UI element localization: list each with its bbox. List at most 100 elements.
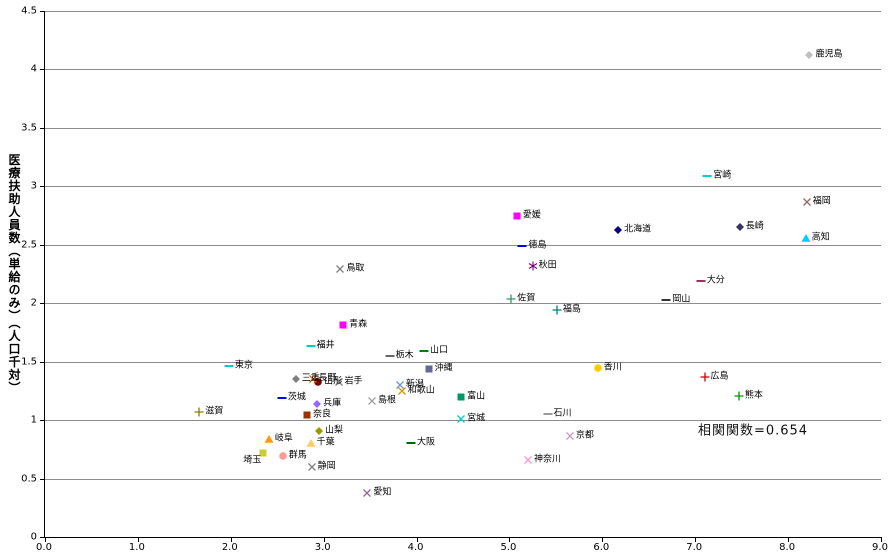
data-point-label-東京: 東京 xyxy=(234,360,253,371)
data-point-label-岡山: 岡山 xyxy=(672,294,691,305)
data-point-marker-佐賀 xyxy=(506,294,516,304)
x-tick-mark xyxy=(695,537,697,542)
x-tick-label: 7.0 xyxy=(686,542,703,553)
plot-area: 北海道 青森 岩手 宮城 秋田 山形 福島 茨城 栃木 群馬 埼玉 千葉 東京 神奈川 新潟 富山 石川 福井 山梨… xyxy=(40,11,882,542)
y-tick-mark xyxy=(40,127,45,129)
data-point-label-愛知: 愛知 xyxy=(373,487,392,498)
h-gridline xyxy=(45,478,881,480)
x-tick-label: 1.0 xyxy=(128,542,145,553)
data-point-label-長野: 長野 xyxy=(318,373,337,384)
data-point-label-徳島: 徳島 xyxy=(528,240,547,251)
data-point-marker-徳島 xyxy=(517,241,527,251)
data-point-marker-山形 xyxy=(313,377,323,387)
data-point-marker-愛媛 xyxy=(512,211,522,221)
data-point-marker-鹿児島 xyxy=(804,50,814,60)
data-point-marker-京都 xyxy=(565,431,575,441)
h-gridline xyxy=(45,11,881,12)
data-point-label-山梨: 山梨 xyxy=(325,425,344,436)
y-tick-label: 4.5 xyxy=(21,5,37,17)
data-point-label-鳥取: 鳥取 xyxy=(346,263,365,274)
data-point-label-新潟: 新潟 xyxy=(405,379,424,390)
data-point-marker-青森 xyxy=(338,320,348,330)
data-point-marker-宮崎 xyxy=(702,171,712,181)
data-point-label-高知: 高知 xyxy=(811,232,830,243)
y-tick-mark xyxy=(40,69,45,71)
x-tick-mark xyxy=(416,537,418,542)
data-point-label-埼玉: 埼玉 xyxy=(243,455,262,466)
data-point-marker-沖縄 xyxy=(424,364,434,374)
x-tick-label: 8.0 xyxy=(779,542,796,553)
data-point-marker-茨城 xyxy=(277,393,287,403)
data-point-marker-山梨 xyxy=(314,426,324,436)
data-point-marker-東京 xyxy=(224,361,234,371)
y-tick-label: 3.5 xyxy=(21,122,37,134)
x-tick-label: 4.0 xyxy=(407,542,424,553)
data-point-marker-長野 xyxy=(308,374,318,384)
data-point-marker-和歌山 xyxy=(397,386,407,396)
data-point-label-福井: 福井 xyxy=(316,340,335,351)
data-point-marker-熊本 xyxy=(734,391,744,401)
x-tick-mark xyxy=(230,537,232,542)
y-tick-label: 4 xyxy=(30,63,37,75)
y-tick-mark xyxy=(40,361,45,363)
data-point-label-福岡: 福岡 xyxy=(812,196,831,207)
x-tick-label: 6.0 xyxy=(593,542,610,553)
data-point-label-石川: 石川 xyxy=(553,408,572,419)
y-tick-label: 3 xyxy=(30,180,37,192)
data-point-label-沖縄: 沖縄 xyxy=(434,363,453,374)
data-point-label-佐賀: 佐賀 xyxy=(517,293,536,304)
x-tick-label: 2.0 xyxy=(221,542,238,553)
data-point-label-鹿児島: 鹿児島 xyxy=(815,49,843,60)
data-point-marker-秋田 xyxy=(528,261,538,271)
data-point-marker-奈良 xyxy=(302,410,312,420)
data-point-label-北海道: 北海道 xyxy=(624,224,652,235)
data-point-label-群馬: 群馬 xyxy=(288,450,307,461)
data-point-label-広島: 広島 xyxy=(710,371,729,382)
data-point-label-滋賀: 滋賀 xyxy=(205,406,224,417)
data-point-label-熊本: 熊本 xyxy=(744,390,763,401)
y-tick-mark xyxy=(40,420,45,422)
data-point-marker-北海道 xyxy=(613,225,623,235)
x-tick-label: 3.0 xyxy=(314,542,331,553)
x-tick-mark xyxy=(137,537,139,542)
data-point-marker-長崎 xyxy=(735,222,745,232)
y-tick-label: 1.5 xyxy=(21,356,37,368)
data-point-marker-愛知 xyxy=(362,488,372,498)
data-point-marker-静岡 xyxy=(307,462,317,472)
y-tick-label: 2.5 xyxy=(21,239,37,251)
data-point-label-長崎: 長崎 xyxy=(745,221,764,232)
x-tick-label: 0.0 xyxy=(36,542,52,553)
data-point-marker-石川 xyxy=(543,409,553,419)
h-gridline xyxy=(45,186,881,188)
data-point-marker-岩手 xyxy=(334,377,344,387)
y-tick-label: 0 xyxy=(30,531,37,543)
data-point-marker-福島 xyxy=(552,305,562,315)
data-point-marker-大阪 xyxy=(406,438,416,448)
data-point-marker-新潟 xyxy=(395,380,405,390)
data-point-marker-島根 xyxy=(367,396,377,406)
h-gridline xyxy=(45,361,881,363)
data-point-label-和歌山: 和歌山 xyxy=(407,385,435,396)
data-point-label-千葉: 千葉 xyxy=(316,437,335,448)
data-point-label-三重: 三重 xyxy=(301,373,320,384)
correlation-annotation: 相関関数=0.654 xyxy=(697,423,809,439)
data-point-label-宮崎: 宮崎 xyxy=(713,170,732,181)
data-point-label-神奈川: 神奈川 xyxy=(534,454,562,465)
data-point-marker-宮城 xyxy=(456,414,466,424)
data-point-label-岐阜: 岐阜 xyxy=(274,433,293,444)
data-point-label-大分: 大分 xyxy=(706,275,725,286)
x-tick-mark xyxy=(788,537,790,542)
data-point-label-山形: 山形 xyxy=(324,376,343,387)
data-point-label-愛媛: 愛媛 xyxy=(522,210,541,221)
data-point-label-青森: 青森 xyxy=(349,319,368,330)
data-point-label-兵庫: 兵庫 xyxy=(323,398,342,409)
data-point-marker-栃木 xyxy=(385,351,395,361)
y-tick-label: 2 xyxy=(30,297,37,309)
data-point-label-京都: 京都 xyxy=(575,430,594,441)
h-gridline xyxy=(45,244,881,246)
data-point-label-岩手: 岩手 xyxy=(344,376,363,387)
x-tick-mark xyxy=(509,537,511,542)
h-gridline xyxy=(45,69,881,71)
y-axis-tick-labels: 0 0.5 1 1.5 2 2.5 3 3.5 4 4.5 xyxy=(0,6,40,543)
data-point-marker-福岡 xyxy=(802,197,812,207)
